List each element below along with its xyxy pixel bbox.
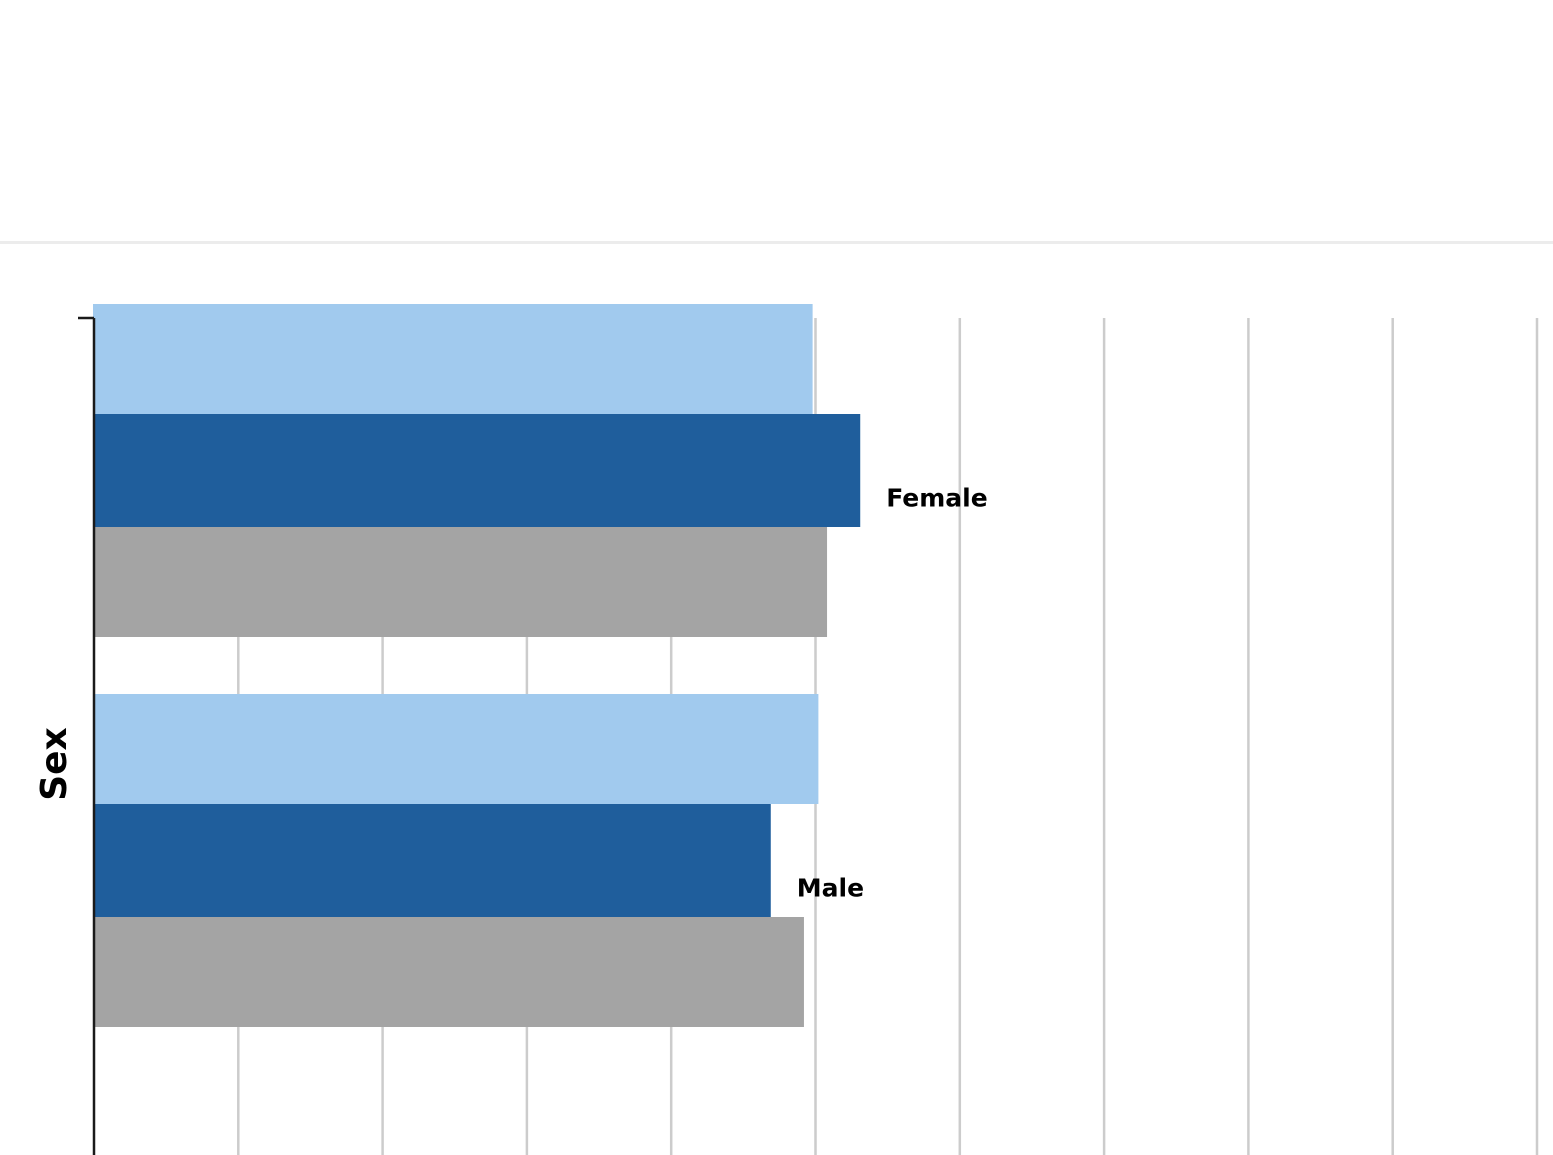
bar-female-series-2 (93, 414, 861, 527)
bar-male-series-3 (93, 917, 804, 1027)
header-divider (0, 241, 1553, 244)
axes (78, 316, 96, 1155)
category-labels: Female Male (797, 484, 988, 903)
category-label-male: Male (797, 874, 864, 903)
y-axis-title: Sex (34, 727, 75, 801)
bar-female-series-3 (93, 527, 828, 637)
bar-male-series-2 (93, 804, 771, 917)
bar-female-series-1 (93, 304, 813, 414)
bars (93, 304, 861, 1027)
category-label-female: Female (886, 484, 987, 513)
bar-male-series-1 (93, 694, 819, 804)
